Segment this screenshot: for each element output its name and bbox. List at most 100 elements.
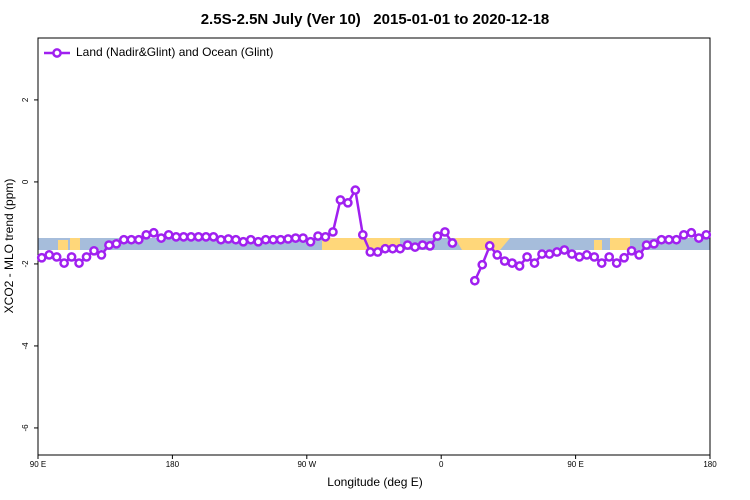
data-point: [283, 234, 293, 244]
data-point: [298, 233, 308, 243]
data-point: [208, 232, 219, 242]
data-point: [193, 232, 204, 242]
data-point: [290, 233, 301, 243]
data-point: [343, 197, 353, 208]
x-axis-label: Longitude (deg E): [327, 475, 422, 489]
y-tick-label: 2: [21, 97, 30, 102]
data-point: [492, 250, 503, 260]
data-point: [611, 258, 622, 268]
data-point: [163, 229, 174, 240]
data-point: [216, 234, 226, 245]
data-point: [148, 227, 159, 238]
legend-label: Land (Nadir&Glint) and Ocean (Glint): [76, 45, 273, 59]
data-point: [410, 242, 420, 252]
data-point: [81, 252, 92, 262]
x-tick-label: 0: [439, 460, 444, 469]
data-point: [260, 234, 271, 245]
x-tick-label: 180: [703, 460, 717, 469]
data-point: [447, 238, 458, 248]
x-tick-label: 90 E: [567, 460, 583, 469]
data-point: [66, 252, 77, 262]
data-point: [201, 232, 211, 242]
data-point: [567, 249, 577, 259]
data-point: [328, 227, 338, 237]
data-point: [357, 229, 368, 240]
data-point: [432, 231, 443, 241]
data-point: [171, 232, 181, 242]
data-point: [626, 245, 637, 256]
data-point: [484, 241, 495, 251]
legend-marker: [52, 48, 62, 58]
data-point: [238, 236, 249, 247]
data-point: [522, 252, 532, 262]
data-point: [604, 252, 615, 262]
y-axis-label: XCO2 - MLO trend (ppm): [2, 179, 16, 314]
data-point: [104, 240, 114, 250]
data-point: [552, 247, 562, 257]
y-tick-label: 0: [21, 179, 30, 184]
data-point: [634, 250, 644, 260]
data-point: [671, 234, 682, 245]
data-point: [529, 258, 540, 268]
data-point: [156, 233, 167, 243]
data-point: [178, 232, 189, 242]
data-point: [126, 234, 137, 245]
y-tick-label: -6: [21, 424, 30, 432]
data-point: [574, 252, 585, 262]
data-point: [365, 247, 376, 257]
data-point: [425, 241, 435, 251]
data-point: [619, 252, 629, 263]
data-point: [477, 259, 488, 270]
data-point: [320, 232, 331, 242]
data-point: [664, 234, 674, 245]
data-point: [693, 233, 704, 243]
data-point: [36, 252, 47, 263]
data-point: [701, 229, 712, 240]
data-point: [59, 258, 69, 268]
data-point: [275, 234, 286, 245]
data-point: [395, 243, 405, 254]
data-point: [350, 185, 361, 195]
x-tick-label: 180: [166, 460, 180, 469]
data-point: [313, 231, 323, 241]
y-tick-label: -2: [21, 260, 30, 268]
data-point: [596, 258, 607, 268]
data-point: [417, 240, 428, 250]
y-tick-label: -4: [21, 342, 30, 350]
data-point: [89, 245, 99, 256]
data-point: [141, 229, 152, 240]
data-point: [335, 195, 346, 205]
plot-frame: [37, 37, 711, 456]
data-point: [51, 252, 62, 262]
data-point: [559, 245, 570, 255]
x-tick-label: 90 W: [297, 460, 316, 469]
data-point: [231, 234, 241, 245]
data-point: [469, 275, 480, 286]
data-point: [133, 234, 144, 245]
data-point: [537, 249, 547, 259]
data-point: [679, 229, 689, 240]
data-point: [440, 227, 450, 237]
data-point: [656, 234, 667, 245]
series-line: [41, 186, 707, 282]
data-point: [402, 240, 413, 250]
data-point: [686, 227, 697, 238]
data-point: [245, 234, 256, 245]
data-point: [223, 234, 234, 244]
data-point: [74, 258, 84, 268]
data-point: [119, 234, 129, 245]
data-point: [305, 236, 316, 247]
data-point: [387, 243, 398, 254]
data-point: [44, 250, 55, 260]
data-point: [186, 232, 196, 242]
data-point: [380, 243, 391, 254]
data-point: [111, 238, 122, 249]
data-point: [641, 240, 652, 250]
data-point: [253, 236, 264, 247]
data-point: [649, 238, 659, 249]
chart-title: 2.5S-2.5N July (Ver 10) 2015-01-01 to 20…: [201, 11, 550, 28]
data-point: [589, 252, 600, 262]
data-point: [544, 249, 555, 259]
data-point: [96, 250, 107, 260]
